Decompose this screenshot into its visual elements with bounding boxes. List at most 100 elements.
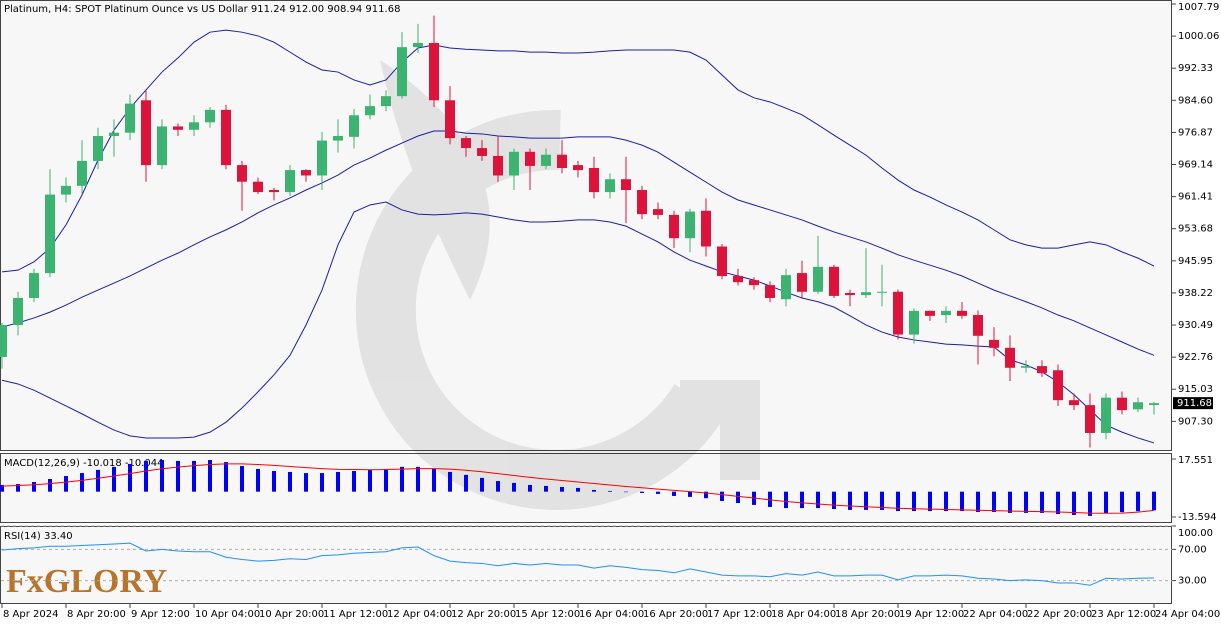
candle-body — [1037, 366, 1047, 374]
band-line — [1, 130, 1155, 356]
macd-bar — [512, 482, 516, 492]
macd-bar — [1104, 491, 1108, 514]
candle-body — [253, 181, 263, 193]
x-tick-label: 10 Apr 20:00 — [259, 609, 324, 620]
macd-bar — [704, 491, 708, 499]
y-tick-label: 1007.79 — [1178, 2, 1219, 13]
macd-bar — [688, 491, 692, 497]
candle-body — [461, 138, 471, 149]
macd-bar — [224, 462, 228, 492]
x-tick-label: 22 Apr 04:00 — [963, 609, 1028, 620]
y-tick-label: 969.14 — [1178, 160, 1213, 171]
macd-bar — [80, 473, 84, 492]
macd-bar — [384, 468, 388, 492]
macd-bar — [496, 481, 500, 492]
macd-bar — [640, 491, 644, 493]
macd-bar — [272, 471, 276, 492]
rsi-line — [1, 542, 1155, 586]
candle-body — [205, 109, 215, 123]
y-tick-label: 922.76 — [1178, 352, 1213, 363]
y-tick-label: 938.22 — [1178, 288, 1213, 299]
y-tick-label: 953.68 — [1178, 224, 1213, 235]
candle-body — [1149, 403, 1159, 405]
x-tick-label: 10 Apr 04:00 — [195, 609, 260, 620]
macd-bar — [816, 491, 820, 509]
macd-bar — [624, 491, 628, 493]
y-tick-label: 961.41 — [1178, 192, 1213, 203]
candle-body — [493, 155, 503, 176]
macd-bar — [128, 463, 132, 492]
macd-bar — [480, 477, 484, 492]
candle-body — [813, 266, 823, 292]
y-tick-label: 100.00 — [1178, 528, 1213, 539]
x-tick-label: 15 Apr 12:00 — [515, 609, 580, 620]
macd-bar — [320, 473, 324, 492]
candle-body — [61, 185, 71, 195]
candle-body — [269, 190, 279, 193]
macd-bar — [64, 476, 68, 492]
macd-bar — [560, 487, 564, 492]
macd-bar — [784, 491, 788, 509]
macd-bar — [240, 465, 244, 492]
candle-body — [173, 126, 183, 130]
y-tick-label: 976.87 — [1178, 127, 1213, 138]
macd-bar — [432, 468, 436, 492]
macd-bar — [352, 471, 356, 492]
macd-bar — [832, 491, 836, 509]
x-tick-label: 24 Apr 04:00 — [1155, 609, 1220, 620]
candle-body — [1085, 405, 1095, 433]
macd-bar — [1056, 491, 1060, 515]
candle-body — [845, 293, 855, 296]
y-tick-label: 30.00 — [1178, 576, 1207, 587]
candle-body — [1101, 397, 1111, 433]
macd-bar — [864, 491, 868, 510]
candle-body — [893, 291, 903, 335]
macd-bar — [848, 491, 852, 510]
y-tick-label: 1000.06 — [1178, 31, 1219, 42]
macd-bar — [160, 460, 164, 492]
watermark — [355, 60, 760, 510]
macd-bar — [464, 474, 468, 492]
candle-body — [749, 280, 759, 286]
candle-body — [733, 275, 743, 283]
macd-bar — [992, 491, 996, 512]
y-tick-label: 70.00 — [1178, 544, 1207, 555]
candle-body — [237, 165, 247, 182]
y-tick-label: 945.95 — [1178, 256, 1213, 267]
macd-bar — [896, 491, 900, 512]
macd-bar — [96, 469, 100, 492]
candle-body — [125, 103, 135, 133]
macd-bar — [1152, 491, 1156, 511]
y-tick-label: 915.03 — [1178, 384, 1213, 395]
macd-bar — [1024, 491, 1028, 513]
candle-body — [685, 211, 695, 239]
candle-body — [13, 297, 23, 325]
candle-body — [1053, 370, 1063, 401]
x-tick-label: 18 Apr 04:00 — [771, 609, 836, 620]
y-tick-label: 984.60 — [1178, 95, 1213, 106]
x-tick-label: 12 Apr 04:00 — [387, 609, 452, 620]
candle-body — [157, 126, 167, 166]
candle-body — [525, 151, 535, 166]
candle-body — [333, 136, 343, 141]
band-line — [1, 201, 1155, 444]
signal-line — [1, 463, 1155, 514]
candle-body — [573, 165, 583, 171]
macd-bar — [960, 491, 964, 512]
candle-body — [189, 122, 199, 130]
price-box — [1173, 397, 1213, 410]
candle-body — [765, 285, 775, 298]
macd-bar — [1072, 491, 1076, 515]
candle-body — [925, 310, 935, 316]
macd-bar — [800, 491, 804, 509]
x-tick-label: 8 Apr 2024 — [3, 609, 58, 620]
macd-bar — [528, 484, 532, 492]
candle-body — [941, 310, 951, 316]
macd-bar — [768, 491, 772, 507]
candle-body — [317, 140, 327, 176]
y-tick-label: 930.49 — [1178, 320, 1213, 331]
macd-bar — [1120, 491, 1124, 513]
candle-body — [1005, 347, 1015, 368]
macd-bar — [1088, 491, 1092, 516]
candle-body — [957, 310, 967, 316]
